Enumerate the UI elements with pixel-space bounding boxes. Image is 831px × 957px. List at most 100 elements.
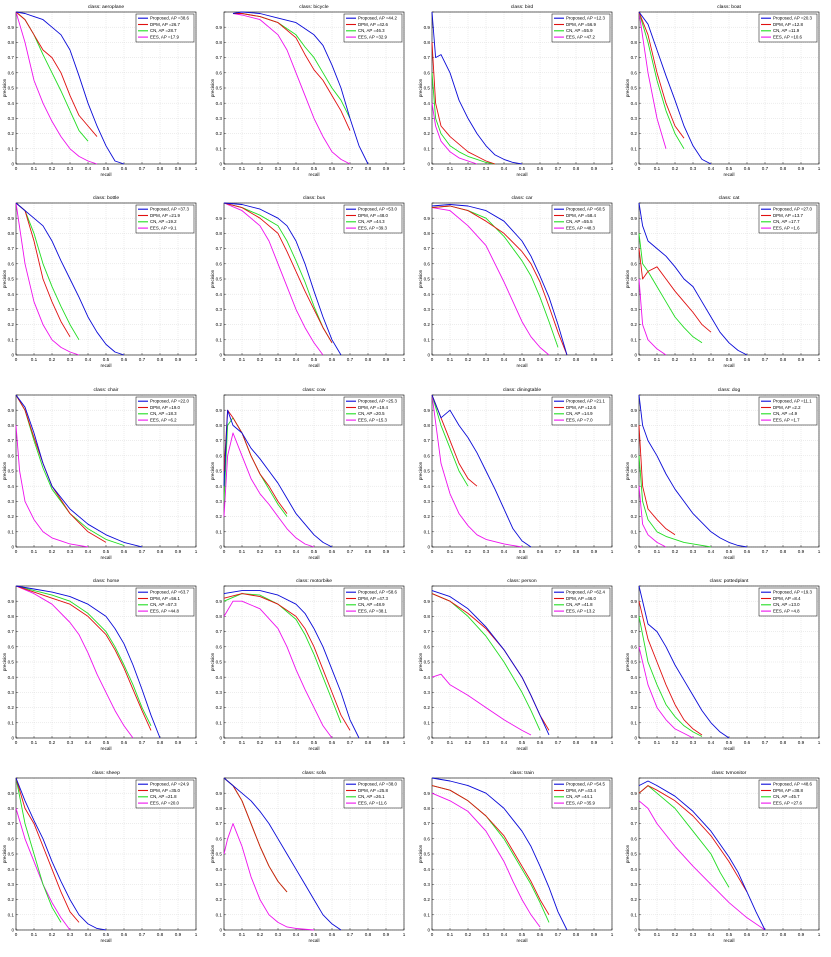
series-line-ees (431, 207, 549, 356)
y-tick-label: 0.2 (8, 323, 15, 328)
y-tick-label: 0.4 (631, 292, 638, 297)
series-line-proposed (223, 202, 342, 356)
y-tick-label: 0.5 (423, 277, 430, 282)
x-tick-label: 0.4 (293, 357, 300, 362)
x-tick-label: 0.9 (590, 932, 597, 937)
x-tick-label: 0.3 (690, 357, 697, 362)
x-axis-label: recall (516, 555, 527, 560)
x-tick-label: 0.2 (257, 166, 264, 171)
x-tick-label: 0.2 (464, 932, 471, 937)
x-tick-label: 0.6 (744, 357, 751, 362)
x-tick-label: 0.8 (780, 357, 787, 362)
chart-title: class: bird (510, 4, 533, 10)
y-tick-label: 0 (427, 353, 430, 358)
x-tick-label: 0 (15, 549, 18, 554)
x-tick-label: 0.3 (275, 740, 282, 745)
y-tick-label: 0.1 (8, 912, 15, 917)
y-tick-label: 0.6 (423, 645, 430, 650)
y-tick-label: 0 (427, 162, 430, 167)
y-tick-label: 0.3 (8, 116, 15, 121)
legend-entry: DPM, AP =19.0 (150, 405, 181, 410)
y-tick-label: 0 (219, 162, 222, 167)
legend-entry: DPM, AP =56.9 (565, 22, 596, 27)
y-tick-label: 0.8 (8, 423, 15, 428)
y-tick-label: 0.7 (423, 55, 430, 60)
y-tick-label: 0 (635, 162, 638, 167)
pr-chart-panel: class: train 0 0 0.1 0.1 0.2 0.2 0.3 0.3 0.4 0.4 0.… (416, 766, 624, 957)
x-tick-label: 0.4 (293, 166, 300, 171)
y-tick-label: 0.5 (423, 851, 430, 856)
x-tick-label: 1 (195, 357, 198, 362)
x-tick-label: 0.8 (365, 932, 372, 937)
pr-chart: class: dog 00 0.1 0.1 0.2 0.2 0.3 0.3 0.4 0.4 0.5 0… (625, 387, 821, 560)
pr-chart-panel: class: sheep 0 0 0.1 0.1 0.2 0.2 0.3 0.3 0.4 0.4 0.… (0, 766, 208, 957)
pr-chart: class: tvmonitor 00 0.1 0.1 0.2 0.2 0.3 0.3 0.4 0… (625, 770, 821, 943)
legend-entry: EES, AP =32.9 (358, 34, 388, 39)
y-tick-label: 0.3 (631, 499, 638, 504)
y-tick-label: 0.8 (631, 806, 638, 811)
series-line-cn (15, 394, 107, 543)
y-tick-label: 0.8 (8, 40, 15, 45)
chart-title: class: pottedplant (710, 578, 749, 584)
series-line-cn (638, 11, 685, 139)
x-tick-label: 0.9 (798, 357, 805, 362)
x-tick-label: 0 (430, 357, 433, 362)
x-tick-label: 0.1 (31, 166, 38, 171)
x-tick-label: 0.5 (518, 357, 525, 362)
legend-entry: EES, AP =15.3 (358, 417, 388, 422)
legend-entry: EES, AP =17.9 (150, 34, 180, 39)
y-tick-label: 0.3 (215, 690, 222, 695)
y-tick-label: 0.2 (215, 131, 222, 136)
legend-entry: DPM, AP =42.6 (358, 22, 389, 27)
y-tick-label: 0.3 (423, 882, 430, 887)
legend-entry: DPM, AP =43.4 (565, 787, 596, 792)
x-tick-label: 0 (15, 740, 18, 745)
legend-entry: DPM, AP =48.0 (358, 213, 389, 218)
x-tick-label: 0.1 (654, 932, 661, 937)
legend-entry: CN, AP =21.8 (150, 794, 177, 799)
y-tick-label: 0.1 (423, 338, 430, 343)
y-tick-label: 0.3 (631, 882, 638, 887)
y-tick-label: 0.2 (215, 323, 222, 328)
x-tick-label: 0.1 (31, 932, 38, 937)
x-tick-label: 0.1 (239, 166, 246, 171)
y-tick-label: 0.4 (8, 675, 15, 680)
x-tick-label: 0 (638, 740, 641, 745)
series-line-proposed (639, 780, 766, 930)
x-tick-label: 0.5 (103, 357, 110, 362)
y-tick-label: 0.2 (631, 131, 638, 136)
y-tick-label: 0.5 (631, 86, 638, 91)
series-line-ees (431, 394, 522, 548)
x-axis-label: recall (101, 555, 112, 560)
x-tick-label: 0.5 (103, 549, 110, 554)
y-tick-label: 0.4 (215, 675, 222, 680)
x-tick-label: 0.8 (157, 549, 164, 554)
x-tick-label: 0.5 (311, 549, 318, 554)
pr-chart: class: bicycle 00 0.1 0.1 0.2 0.2 0.3 0.3 0.4 0.4… (210, 4, 406, 177)
x-tick-label: 0.5 (726, 549, 733, 554)
y-tick-label: 0.3 (215, 116, 222, 121)
x-tick-label: 0.4 (85, 357, 92, 362)
x-tick-label: 0.5 (726, 740, 733, 745)
x-tick-label: 0.9 (590, 549, 597, 554)
x-tick-label: 0.9 (590, 166, 597, 171)
y-tick-label: 0.4 (8, 101, 15, 106)
x-tick-label: 0.2 (672, 932, 679, 937)
x-tick-label: 0.1 (446, 740, 453, 745)
y-axis-label: precision (418, 78, 423, 97)
legend-entry: CN, AP =18.3 (150, 411, 177, 416)
x-tick-label: 0.6 (329, 549, 336, 554)
x-tick-label: 0.6 (536, 549, 543, 554)
y-tick-label: 0.4 (215, 101, 222, 106)
x-tick-label: 1 (195, 166, 198, 171)
x-tick-label: 0.1 (654, 549, 661, 554)
x-tick-label: 0.2 (672, 166, 679, 171)
y-tick-label: 0.7 (631, 821, 638, 826)
series-line-dpm (431, 394, 468, 487)
x-tick-label: 0.1 (446, 166, 453, 171)
y-tick-label: 0.4 (8, 292, 15, 297)
chart-title: class: cat (719, 195, 740, 201)
legend-entry: Proposed, AP =37.3 (150, 207, 190, 212)
y-tick-label: 0.7 (8, 247, 15, 252)
